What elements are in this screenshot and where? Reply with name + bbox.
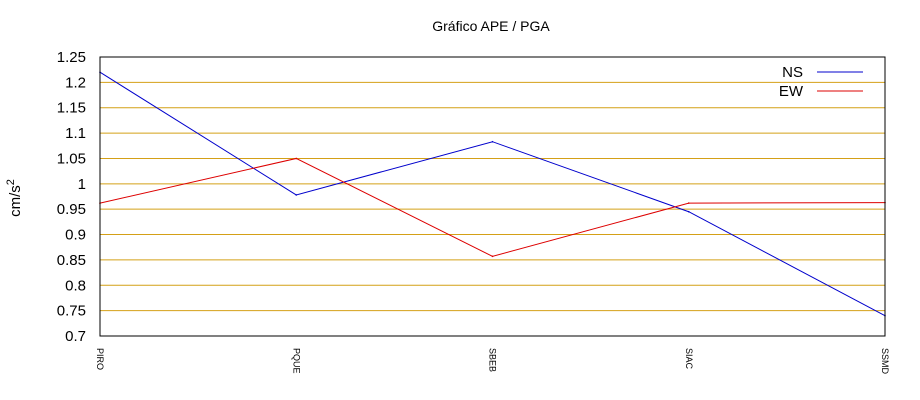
y-tick-label: 1.2 [65, 74, 86, 91]
legend: NS EW [779, 64, 863, 100]
y-axis-ticks: 0.7 0.75 0.8 0.85 0.9 0.95 1 1.05 1.1 1.15 1.2 1.25 [57, 49, 86, 345]
x-tick-label: SIAC [684, 348, 694, 370]
data-point-ns [687, 210, 690, 213]
x-tick-label: PIRO [95, 348, 105, 370]
plot-frame [99, 56, 886, 337]
y-tick-label: 0.95 [57, 201, 86, 218]
y-tick-label: 0.9 [65, 227, 86, 244]
y-tick-label: 1.05 [57, 150, 86, 167]
y-axis-label: cm/s2 [5, 179, 24, 217]
y-tick-label: 1.25 [57, 49, 86, 66]
y-tick-label: 1.15 [57, 100, 86, 117]
data-point-ew [491, 255, 494, 258]
grid-lines [100, 81, 885, 312]
y-tick-label: 1 [78, 176, 86, 193]
y-tick-label: 0.75 [57, 303, 86, 320]
data-point-ns [491, 140, 494, 143]
data-point-ew [687, 202, 690, 204]
y-tick-label: 0.85 [57, 252, 86, 269]
series-line-ew [99, 157, 886, 257]
y-tick-label: 0.7 [65, 328, 86, 345]
legend-label: NS [782, 64, 803, 81]
data-point-ns [295, 194, 298, 196]
x-tick-label: SSMD [880, 348, 890, 375]
legend-label: EW [779, 83, 804, 100]
data-point-ew [295, 157, 298, 160]
x-tick-label: PQUE [291, 348, 301, 374]
series-line-ns [99, 71, 886, 317]
chart-title: Gráfico APE / PGA [432, 18, 550, 34]
x-tick-label: SBEB [488, 348, 498, 372]
y-tick-label: 0.8 [65, 277, 86, 294]
x-axis-ticks: PIRO PQUE SBEB SIAC SSMD [95, 348, 890, 375]
y-tick-label: 1.1 [65, 125, 86, 142]
